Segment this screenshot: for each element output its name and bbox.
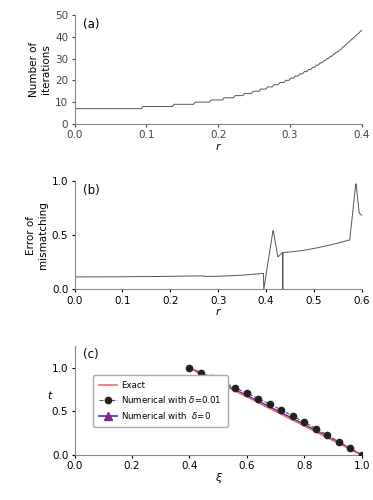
X-axis label: r: r (216, 307, 220, 317)
Legend: Exact, Numerical with $\delta$=0.01, Numerical with  $\delta$=0: Exact, Numerical with $\delta$=0.01, Num… (93, 375, 228, 426)
Y-axis label: Error of
mismatching: Error of mismatching (26, 201, 48, 269)
Y-axis label: t: t (47, 390, 51, 400)
X-axis label: r: r (216, 142, 220, 152)
Text: (b): (b) (83, 184, 100, 197)
Y-axis label: Number of
iterations: Number of iterations (29, 42, 51, 97)
X-axis label: ξ: ξ (215, 472, 221, 482)
Text: (a): (a) (83, 18, 100, 32)
Text: (c): (c) (83, 348, 99, 362)
